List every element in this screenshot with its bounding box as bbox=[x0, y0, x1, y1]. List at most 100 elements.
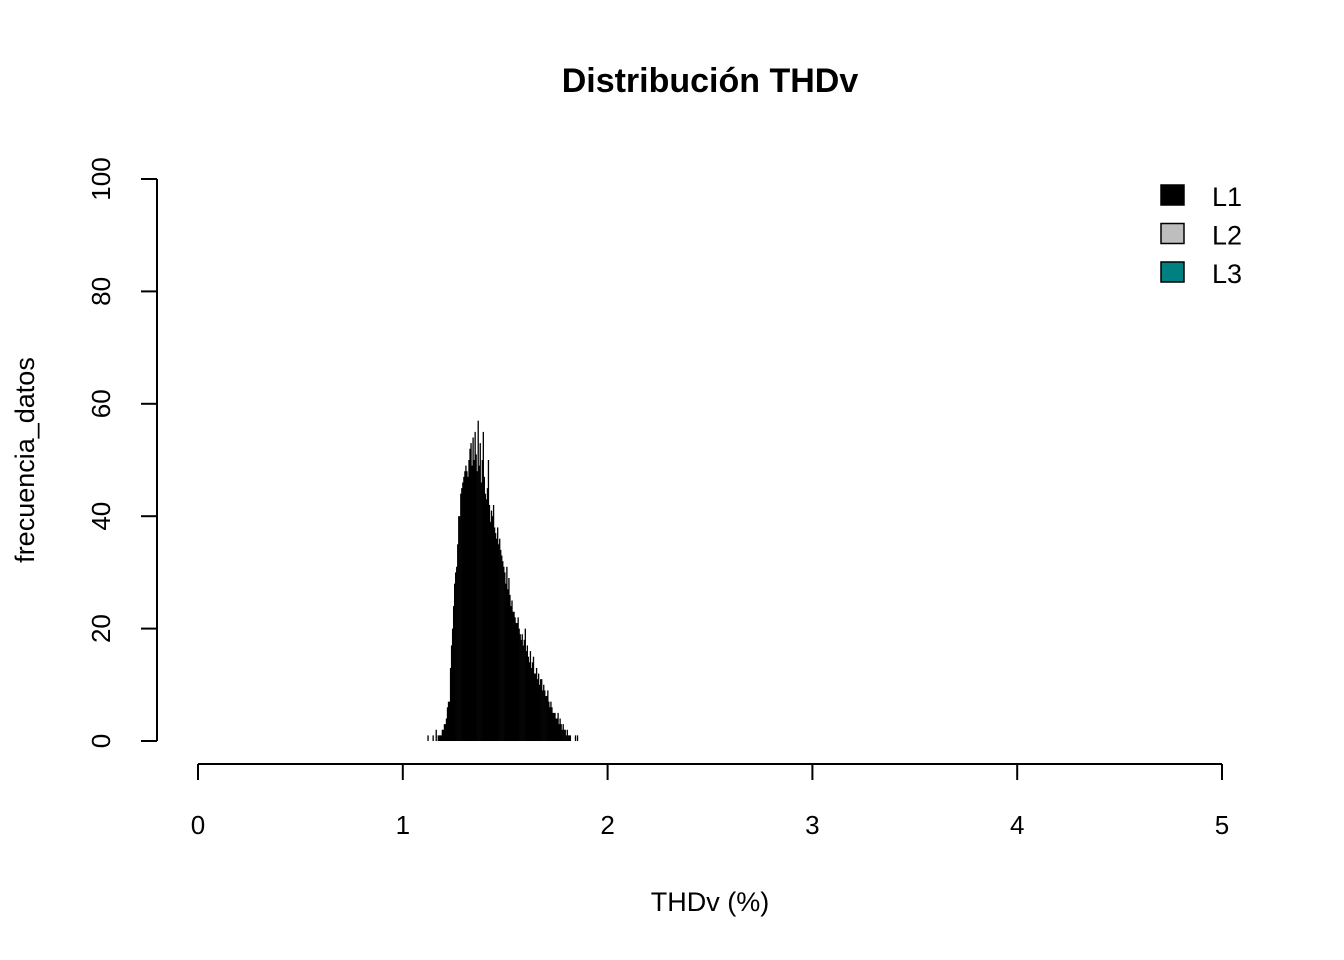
histogram-bars bbox=[427, 420, 579, 742]
histogram-bar bbox=[487, 460, 490, 742]
x-tick-label: 5 bbox=[1215, 810, 1229, 840]
legend-label: L1 bbox=[1212, 182, 1242, 212]
histogram-bar bbox=[502, 561, 504, 742]
histogram-bar bbox=[494, 533, 497, 742]
histogram-bar bbox=[513, 611, 515, 742]
histogram-bar bbox=[512, 611, 514, 742]
legend-label: L3 bbox=[1212, 259, 1242, 289]
histogram-bar bbox=[564, 729, 566, 742]
chart-title: Distribución THDv bbox=[562, 62, 859, 100]
histogram-bar bbox=[491, 516, 494, 742]
histogram-bar bbox=[499, 538, 501, 742]
histogram-bar bbox=[557, 712, 559, 742]
histogram-bar bbox=[540, 679, 542, 742]
histogram-bar bbox=[537, 673, 540, 742]
histogram-bar bbox=[444, 724, 447, 742]
histogram-bar bbox=[465, 465, 467, 742]
histogram-bar bbox=[547, 690, 549, 742]
histogram-bar bbox=[488, 504, 491, 742]
histogram-bar bbox=[476, 471, 478, 742]
x-tick-label: 1 bbox=[396, 810, 410, 840]
y-tick-label: 40 bbox=[86, 502, 116, 531]
histogram-bar bbox=[522, 645, 524, 742]
histogram-bar bbox=[568, 735, 571, 742]
histogram-bar bbox=[567, 735, 569, 742]
y-tick-label: 100 bbox=[86, 157, 116, 200]
x-axis: 0 1 2 3 4 5 bbox=[191, 763, 1229, 840]
histogram-bar bbox=[483, 476, 486, 742]
histogram-bar bbox=[442, 729, 445, 742]
histogram-bar bbox=[472, 437, 474, 742]
histogram-bar bbox=[544, 690, 546, 742]
histogram-bar bbox=[550, 701, 552, 742]
histogram-bar bbox=[457, 544, 459, 742]
histogram-bar bbox=[470, 443, 472, 742]
y-tick-label: 80 bbox=[86, 277, 116, 306]
histogram-bar bbox=[479, 443, 481, 742]
legend-swatch bbox=[1160, 261, 1185, 283]
histogram-bar bbox=[490, 510, 493, 742]
x-axis-label: THDv (%) bbox=[651, 887, 769, 917]
histogram-bar bbox=[489, 521, 492, 742]
histogram-bar bbox=[435, 729, 437, 742]
histogram-bar bbox=[492, 504, 495, 742]
histogram-bar bbox=[532, 656, 535, 742]
histogram-bar bbox=[535, 667, 538, 742]
x-tick-label: 4 bbox=[1010, 810, 1024, 840]
histogram-bar bbox=[569, 735, 572, 742]
histogram-bar bbox=[551, 707, 553, 742]
histogram-bar bbox=[473, 460, 475, 742]
histogram-bar bbox=[469, 448, 471, 742]
histogram-bar bbox=[514, 617, 516, 742]
histogram-bar bbox=[526, 645, 529, 742]
histogram-bar bbox=[546, 696, 548, 742]
histogram-bar bbox=[464, 471, 466, 742]
histogram-bar bbox=[548, 701, 550, 742]
histogram-bar bbox=[504, 572, 506, 742]
histogram-bar bbox=[561, 729, 563, 742]
histogram-bar bbox=[566, 729, 568, 742]
histogram-bar bbox=[493, 527, 496, 742]
histogram-bar bbox=[554, 712, 556, 742]
histogram-bar bbox=[536, 679, 539, 742]
histogram-bar bbox=[529, 651, 532, 742]
histogram-bar bbox=[505, 583, 507, 742]
histogram-bar bbox=[506, 566, 508, 742]
histogram-bar bbox=[468, 460, 470, 742]
histogram-bar bbox=[545, 696, 547, 742]
histogram-bar bbox=[574, 735, 577, 742]
histogram-bar bbox=[527, 656, 530, 742]
histogram-bar bbox=[555, 718, 557, 742]
histogram-bar bbox=[432, 735, 434, 742]
histogram-bar bbox=[511, 600, 513, 742]
histogram-bar bbox=[552, 712, 554, 742]
histogram-bar bbox=[521, 634, 523, 742]
legend-swatch bbox=[1160, 222, 1185, 245]
histogram-bar bbox=[518, 628, 520, 742]
histogram-bar bbox=[523, 639, 525, 742]
y-axis-label: frecuencia_datos bbox=[10, 357, 40, 563]
histogram-bar bbox=[438, 735, 440, 742]
histogram-bar bbox=[549, 707, 551, 742]
histogram-bar bbox=[443, 724, 446, 742]
histogram-bar bbox=[533, 673, 536, 742]
histogram-bar bbox=[446, 707, 449, 742]
histogram-bar bbox=[452, 606, 455, 742]
histogram-bar bbox=[454, 583, 456, 742]
legend-label: L2 bbox=[1212, 221, 1242, 251]
x-tick-label: 2 bbox=[600, 810, 614, 840]
histogram-bar bbox=[495, 538, 498, 742]
histogram-bar bbox=[439, 735, 441, 742]
histogram-bar bbox=[515, 622, 517, 742]
histogram-bar bbox=[481, 460, 483, 742]
histogram-bar bbox=[459, 516, 461, 742]
histogram-bar bbox=[486, 488, 489, 742]
histogram-bar bbox=[556, 718, 558, 742]
histogram-bar bbox=[520, 639, 522, 742]
histogram-bar bbox=[467, 476, 469, 742]
legend: L1 L2 L3 bbox=[1160, 182, 1242, 289]
histogram-bar bbox=[448, 701, 451, 742]
histogram-bar bbox=[462, 482, 464, 742]
x-tick-label: 0 bbox=[191, 810, 205, 840]
histogram-bar bbox=[528, 662, 531, 742]
